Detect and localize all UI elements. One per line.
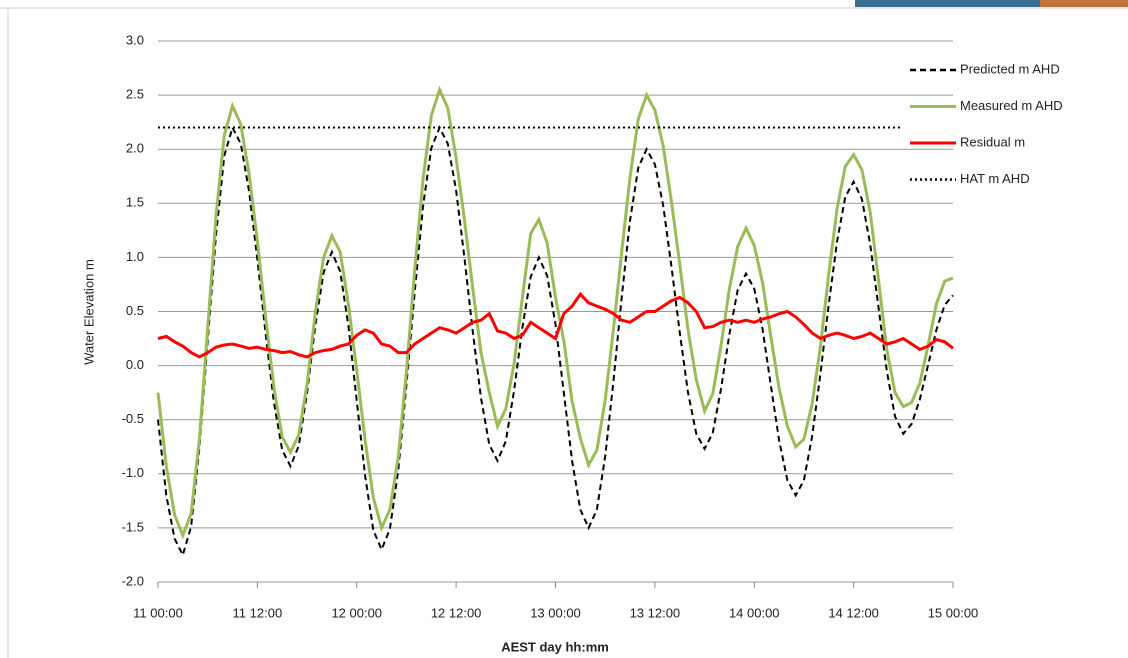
corner-image-part [1040,0,1128,7]
x-tick-label: 11 12:00 [233,605,283,620]
y-tick-label: 3.0 [126,32,144,47]
y-tick-label: 1.0 [126,249,144,264]
y-tick-label: 2.0 [126,141,144,156]
x-tick-label: 11 00:00 [133,605,183,620]
y-tick-label: -2.0 [122,573,144,588]
y-tick-label: -0.5 [122,411,144,426]
legend-label: Measured m AHD [960,98,1063,113]
x-tick-label: 13 00:00 [530,605,581,620]
x-axis-title: AEST day hh:mm [501,639,609,654]
x-tick-label: 12 00:00 [331,605,382,620]
x-tick-label: 14 12:00 [828,605,879,620]
x-tick-label: 13 12:00 [630,605,681,620]
y-tick-label: -1.0 [122,465,144,480]
series-line [158,128,953,555]
x-tick-label: 14 00:00 [729,605,780,620]
x-tick-label: 15 00:00 [928,605,979,620]
legend-label: Residual m [960,134,1025,149]
y-tick-label: 2.5 [126,87,144,102]
y-axis-title: Water Elevation m [81,259,96,365]
series-line [158,90,953,536]
y-tick-label: 1.5 [126,195,144,210]
x-tick-label: 12 12:00 [431,605,482,620]
legend-label: Predicted m AHD [960,61,1060,76]
legend-label: HAT m AHD [960,171,1030,186]
y-tick-label: -1.5 [122,519,144,534]
y-tick-label: 0.5 [126,303,144,318]
y-tick-label: 0.0 [126,357,144,372]
chart: Water Elevation m AEST day hh:mm -2.0 -1.… [0,0,1128,658]
